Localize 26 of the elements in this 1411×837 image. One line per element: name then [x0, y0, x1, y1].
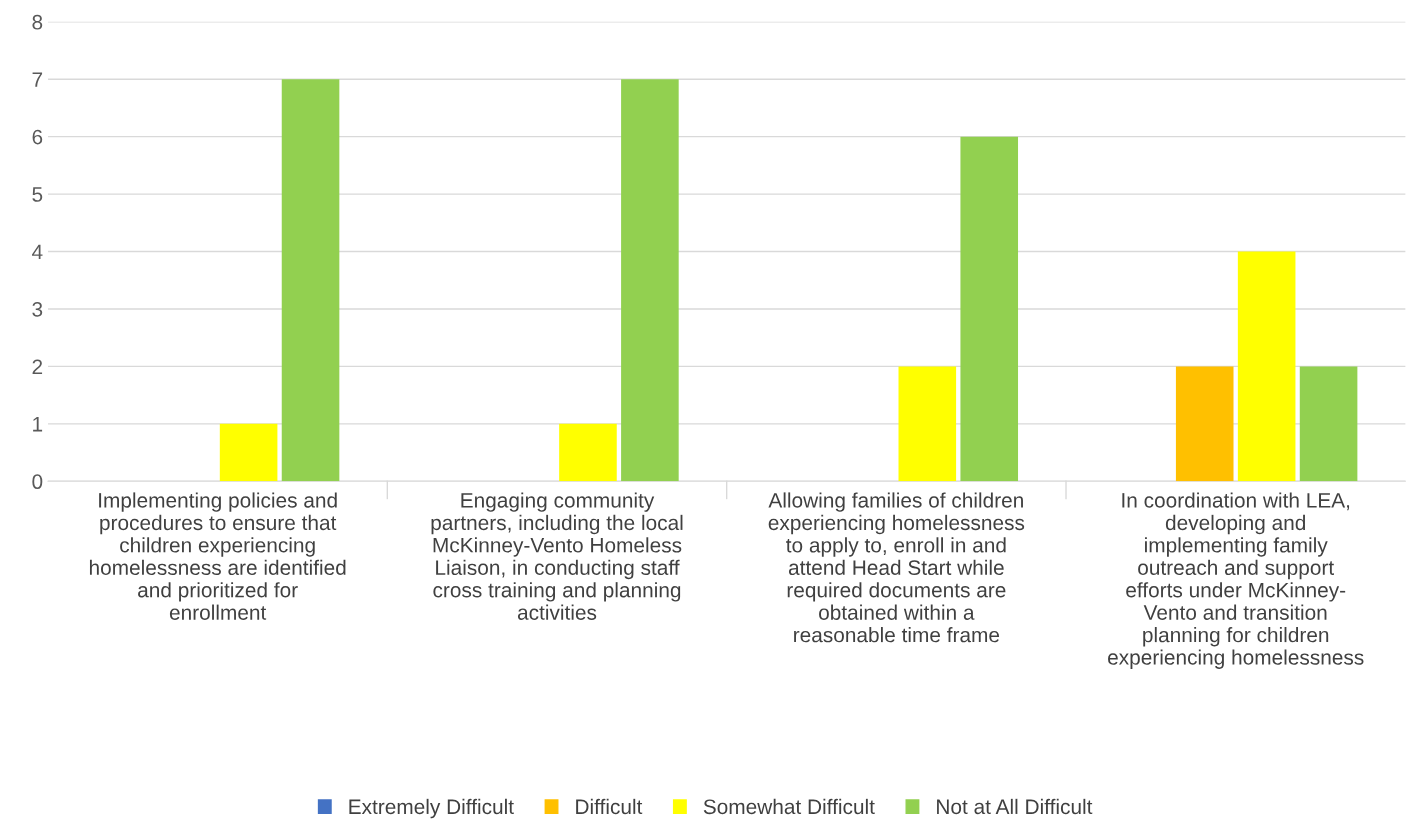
legend-label: Not at All Difficult	[937, 798, 1093, 815]
bar	[1175, 366, 1234, 482]
x-tick-label: Allowing families of children experiencing homelessness to apply to, enroll in and attend Head Start while required documents are obtained within a reasonable time frame	[768, 492, 1025, 643]
y-tick-label: 8	[32, 14, 43, 30]
y-tick-label: 2	[32, 359, 43, 374]
bar	[559, 423, 617, 482]
bar	[219, 423, 278, 482]
bar	[621, 79, 679, 482]
x-tick-label: Engaging community partners, including the local McKinney-Vento Homeless Liaison, in conducting staff cross training and planning activities	[431, 492, 683, 620]
bar	[898, 366, 957, 482]
bar	[1299, 366, 1358, 482]
legend-label: Difficult	[576, 798, 643, 815]
y-tick-label: 6	[32, 129, 43, 145]
bar	[1237, 251, 1296, 482]
y-tick-label: 4	[32, 244, 43, 260]
x-tick-label: In coordination with LEA, developing and implementing family outreach and support efforts under McKinney- Vento and transition planning for children experiencing homelessness	[1108, 492, 1364, 669]
y-tick-label: 0	[32, 474, 43, 490]
y-tick-label: 1	[33, 417, 43, 432]
legend-label: Extremely Difficult	[349, 798, 514, 819]
bar	[960, 136, 1019, 482]
y-tick-label: 5	[32, 187, 43, 202]
y-tick-label: 7	[32, 72, 43, 87]
y-tick-label: 3	[32, 301, 43, 317]
x-tick-label: Implementing policies and procedures to ensure that children experiencing homelessness are identified and prioritized for enrollment	[89, 492, 346, 620]
bar	[281, 79, 340, 482]
legend-label: Somewhat Difficult	[703, 798, 875, 815]
